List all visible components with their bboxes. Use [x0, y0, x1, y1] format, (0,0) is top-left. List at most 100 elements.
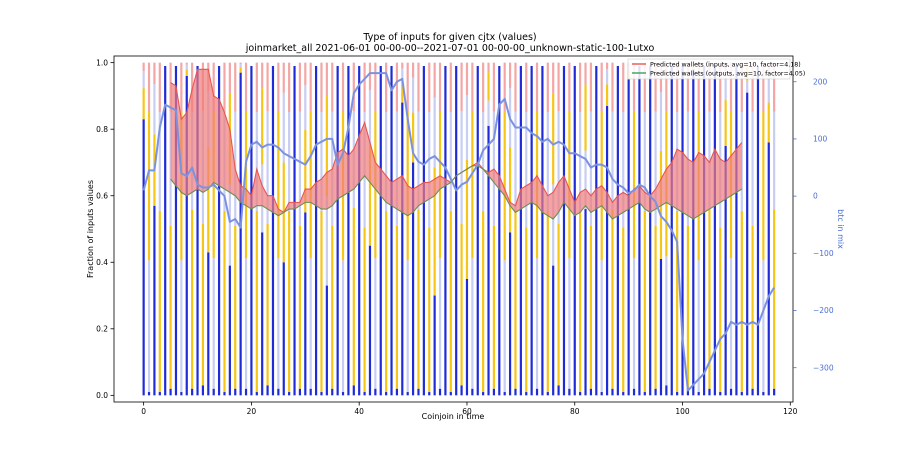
- x-axis: 0 20 40 60 80 100 120: [141, 402, 798, 416]
- bar-fresh: [686, 388, 690, 396]
- bar-fresh: [681, 65, 684, 396]
- bar-fresh: [471, 388, 474, 396]
- bar-segment: [374, 62, 377, 112]
- bar-segment: [282, 92, 285, 163]
- y2-tick-label: −300: [813, 363, 834, 372]
- bar-segment: [261, 62, 264, 89]
- bar-segment: [600, 62, 603, 113]
- bar-fresh: [482, 392, 485, 396]
- y2-axis-label: btc in mix: [836, 209, 845, 249]
- x-tick-label: 0: [141, 407, 146, 416]
- bar-segment: [428, 227, 431, 393]
- plot-frame: [113, 55, 794, 403]
- bar-segment: [363, 62, 366, 113]
- bar-segment: [417, 62, 420, 112]
- y-tick-label: 0.8: [96, 125, 108, 134]
- btc-line-layer: [142, 72, 775, 392]
- bar-segment: [643, 210, 646, 393]
- bar-segment: [244, 111, 248, 259]
- bar-segment: [368, 144, 372, 246]
- bar-segment: [552, 184, 555, 266]
- bar-segment: [605, 69, 609, 85]
- bar-segment: [320, 112, 323, 211]
- bar-segment: [740, 62, 743, 113]
- bar-segment: [762, 260, 765, 393]
- bar-fresh: [600, 392, 603, 396]
- bar-fresh: [158, 392, 161, 396]
- y2-tick-label: −100: [813, 249, 834, 258]
- bar-segment: [546, 62, 549, 113]
- bar-segment: [223, 210, 226, 393]
- bar-segment: [676, 210, 679, 393]
- bar-segment: [622, 112, 625, 228]
- bar-segment: [228, 184, 231, 266]
- bar-fresh: [363, 392, 366, 396]
- y2-tick-label: 200: [813, 77, 828, 86]
- bar-segment: [201, 224, 205, 386]
- y2-tick-label: 0: [813, 192, 818, 201]
- bar-fresh: [487, 125, 490, 396]
- bar-segment: [411, 77, 415, 113]
- bar-fresh: [535, 388, 539, 396]
- bar-segment: [341, 62, 345, 113]
- bar-segment: [773, 209, 776, 389]
- bar-fresh: [503, 392, 506, 396]
- legend-box: [627, 58, 791, 80]
- y-axis-label: Fraction of inputs values: [86, 180, 95, 278]
- bar-segment: [255, 210, 258, 393]
- bar-fresh: [164, 65, 167, 396]
- bar-segment: [438, 62, 442, 112]
- bar-segment: [557, 62, 560, 112]
- bar-fresh: [514, 388, 517, 396]
- bar-segment: [525, 112, 528, 228]
- bar-segment: [665, 62, 668, 112]
- bar-fresh: [304, 212, 307, 396]
- bar-segment: [266, 224, 269, 386]
- bar-segment: [325, 96, 328, 197]
- bar-fresh: [773, 388, 776, 396]
- bar-segment: [449, 112, 452, 211]
- bar-segment: [611, 62, 614, 112]
- bar-fresh: [406, 392, 409, 396]
- bar-segment: [708, 62, 711, 112]
- bar-segment: [406, 260, 409, 393]
- bar-fresh: [239, 72, 242, 396]
- bar-segment: [465, 95, 469, 160]
- bar-segment: [142, 71, 145, 89]
- bar-segment: [719, 227, 722, 393]
- y-tick-label: 0.0: [96, 391, 108, 400]
- legend-entry-inputs: Predicted wallets (inputs, avg=10, facto…: [650, 62, 801, 69]
- bar-segment: [266, 62, 269, 112]
- y-tick-label: 0.6: [96, 191, 108, 200]
- bar-segment: [180, 62, 183, 113]
- bar-fresh: [293, 65, 296, 396]
- bar-fresh: [498, 65, 501, 396]
- bar-segment: [632, 111, 636, 259]
- bar-segment: [304, 130, 307, 213]
- x-tick-label: 20: [247, 407, 257, 416]
- bar-fresh: [169, 388, 172, 396]
- bar-segment: [255, 112, 258, 211]
- bar-fresh: [180, 392, 183, 396]
- bar-fresh: [385, 392, 388, 396]
- bar-segment: [605, 84, 609, 106]
- bar-segment: [659, 92, 663, 151]
- bar-fresh: [153, 205, 156, 396]
- bar-fresh: [568, 388, 571, 396]
- btc-in-mix-line: [142, 72, 775, 392]
- bar-segment: [352, 62, 355, 112]
- bar-fresh: [605, 105, 609, 396]
- bar-segment: [632, 258, 636, 389]
- bar-segment: [191, 62, 194, 112]
- bar-fresh: [756, 65, 760, 396]
- bar-fresh: [201, 385, 205, 396]
- bar-segment: [147, 112, 151, 261]
- bar-fresh: [702, 65, 706, 396]
- bar-segment: [352, 207, 355, 386]
- bar-fresh: [341, 392, 345, 396]
- bar-fresh: [217, 65, 221, 396]
- bar-segment: [643, 62, 646, 113]
- bar-fresh: [589, 388, 593, 396]
- bar-segment: [584, 84, 587, 151]
